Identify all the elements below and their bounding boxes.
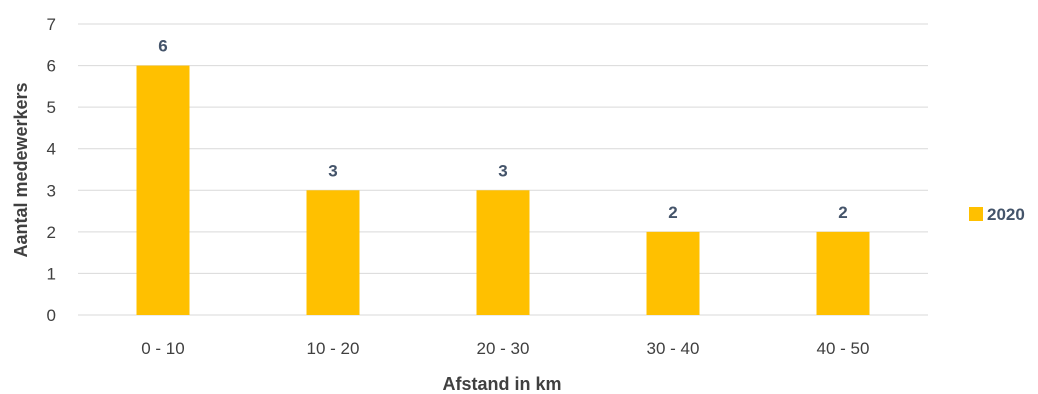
x-axis-title: Afstand in km <box>442 374 561 394</box>
x-axis-ticks: 0 - 10 10 - 20 20 - 30 30 - 40 40 - 50 <box>141 339 869 358</box>
y-tick-label: 4 <box>47 140 56 159</box>
bar <box>476 190 530 315</box>
y-tick-label: 6 <box>47 57 56 76</box>
y-tick-label: 1 <box>47 264 56 283</box>
legend: 2020 <box>969 205 1025 224</box>
data-label: 6 <box>158 37 167 56</box>
bar <box>646 231 700 315</box>
x-tick-label: 30 - 40 <box>647 339 700 358</box>
bar <box>136 65 190 315</box>
bar <box>816 231 870 315</box>
y-tick-label: 2 <box>47 223 56 242</box>
data-label: 2 <box>668 203 677 222</box>
bars <box>136 65 870 315</box>
y-tick-label: 5 <box>47 98 56 117</box>
x-tick-label: 0 - 10 <box>141 339 184 358</box>
data-label: 3 <box>328 161 337 180</box>
legend-label-2020: 2020 <box>987 205 1025 224</box>
legend-swatch-2020 <box>969 207 983 221</box>
data-label: 3 <box>498 161 507 180</box>
y-tick-label: 0 <box>47 306 56 325</box>
data-label: 2 <box>838 203 847 222</box>
y-tick-label: 7 <box>47 15 56 34</box>
y-tick-label: 3 <box>47 181 56 200</box>
x-tick-label: 10 - 20 <box>307 339 360 358</box>
y-axis-ticks: 0 1 2 3 4 5 6 7 <box>47 15 56 325</box>
bar <box>306 190 360 315</box>
x-tick-label: 40 - 50 <box>817 339 870 358</box>
x-tick-label: 20 - 30 <box>477 339 530 358</box>
data-labels: 6 3 3 2 2 <box>158 37 847 222</box>
y-axis-title: Aantal medewerkers <box>11 82 31 257</box>
